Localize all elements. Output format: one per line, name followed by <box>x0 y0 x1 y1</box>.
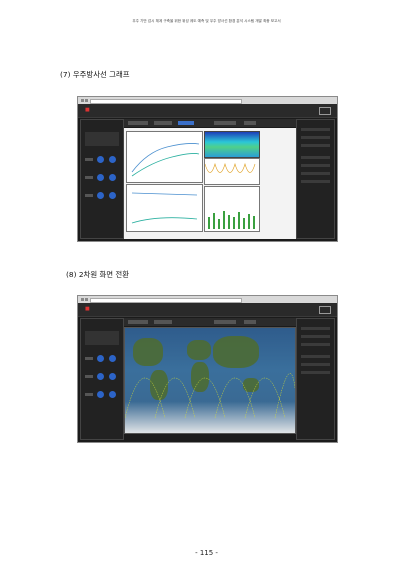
section-caption-2d-view: (8) 2차원 화면 전환 <box>66 270 130 279</box>
back-icon <box>81 298 84 301</box>
right-layer-panel <box>296 318 335 440</box>
control-row <box>85 391 119 399</box>
time-display <box>85 132 119 146</box>
back-icon <box>81 99 84 102</box>
landmass <box>187 340 211 360</box>
page-number: - 115 - <box>195 549 218 557</box>
app-logo: ■ <box>85 306 90 312</box>
app-logo: ■ <box>85 107 90 113</box>
browser-chrome <box>78 97 337 104</box>
browser-chrome <box>78 296 337 303</box>
app-tools-icon <box>319 107 331 115</box>
line-plot <box>126 131 203 183</box>
forward-icon <box>85 99 88 102</box>
control-row <box>85 156 119 164</box>
radiation-heatmap <box>204 131 260 158</box>
control-row <box>85 373 119 381</box>
app-header-bar: ■ <box>78 303 337 317</box>
control-row <box>85 174 119 182</box>
world-map <box>124 327 296 434</box>
app-header-bar: ■ <box>78 104 337 118</box>
control-row <box>85 355 119 363</box>
landmass <box>191 362 209 392</box>
radiation-graph-screenshot: ■ <box>77 96 338 242</box>
map-toolbar <box>124 318 296 326</box>
landmass <box>133 338 163 366</box>
forward-icon <box>85 298 88 301</box>
graph-area <box>124 128 296 239</box>
control-row <box>85 192 119 200</box>
bar-plot <box>204 186 260 232</box>
page-header: 우주 기반 감시 체계 구축을 위한 위성 궤도 예측 및 우주 방사선 환경 … <box>132 19 281 23</box>
address-bar <box>90 298 242 303</box>
right-layer-panel <box>296 119 335 239</box>
line-plot <box>126 184 203 232</box>
left-control-panel <box>80 318 124 440</box>
landmass <box>150 370 168 400</box>
left-control-panel <box>80 119 124 239</box>
satellite-ground-tracks <box>125 373 295 419</box>
app-tools-icon <box>319 306 331 314</box>
section-caption-radiation-graph: (7) 우주방사선 그래프 <box>60 70 130 79</box>
address-bar <box>90 99 242 104</box>
2d-map-screenshot: ■ <box>77 295 338 443</box>
landmass <box>213 336 259 368</box>
time-display <box>85 331 119 345</box>
periodic-plot <box>204 158 260 185</box>
graph-toolbar <box>124 119 296 127</box>
